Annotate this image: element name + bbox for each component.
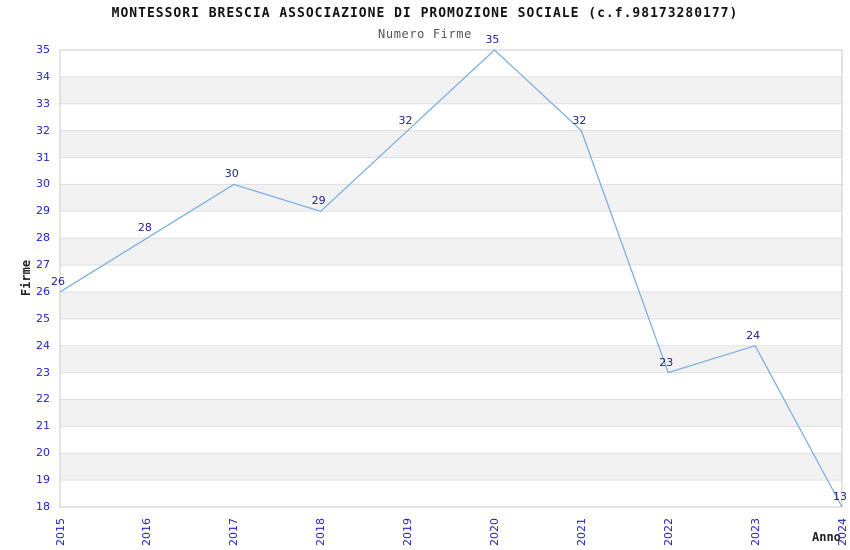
band-row bbox=[60, 318, 842, 346]
y-tick-label: 19 bbox=[36, 473, 50, 487]
y-tick-label: 30 bbox=[36, 177, 50, 191]
x-tick-label: 2024 bbox=[835, 518, 849, 546]
x-tick-label: 2021 bbox=[574, 518, 588, 546]
band-row bbox=[60, 265, 842, 292]
y-tick-label: 26 bbox=[36, 284, 50, 298]
band-row bbox=[60, 453, 842, 481]
y-tick-label: 21 bbox=[36, 419, 50, 433]
y-tick-label: 33 bbox=[36, 96, 50, 110]
y-tick-label: 20 bbox=[36, 446, 50, 460]
x-tick-label: 2019 bbox=[401, 518, 415, 546]
y-tick-label: 23 bbox=[36, 365, 50, 379]
data-point-label: 32 bbox=[398, 113, 413, 127]
plot-border bbox=[59, 49, 843, 508]
data-point-label: 30 bbox=[224, 167, 239, 181]
x-tick-label: 2020 bbox=[487, 518, 501, 546]
chart-subtitle: Numero Firme bbox=[378, 27, 472, 41]
band-row bbox=[60, 480, 842, 507]
y-tick-label: 29 bbox=[36, 204, 50, 218]
x-axis-title: Anno bbox=[812, 530, 841, 544]
y-tick-label: 22 bbox=[36, 392, 50, 406]
band-row bbox=[60, 50, 842, 77]
y-tick-label: 31 bbox=[36, 150, 50, 164]
y-tick-label: 28 bbox=[36, 231, 50, 245]
x-tick-label: 2016 bbox=[140, 518, 154, 546]
x-tick-label: 2017 bbox=[227, 518, 241, 546]
data-point-label: 24 bbox=[746, 328, 761, 342]
x-tick-label: 2018 bbox=[314, 518, 328, 546]
data-point-label: 28 bbox=[137, 221, 152, 235]
data-point-label: 23 bbox=[659, 355, 674, 369]
y-tick-label: 24 bbox=[36, 338, 50, 352]
band-row bbox=[60, 345, 842, 373]
band-row bbox=[60, 426, 842, 454]
band-row bbox=[60, 211, 842, 239]
x-tick-label: 2015 bbox=[53, 518, 67, 546]
band-row bbox=[60, 291, 842, 319]
band-row bbox=[60, 399, 842, 427]
data-point-label: 32 bbox=[572, 113, 587, 127]
band-row bbox=[60, 157, 842, 185]
y-tick-label: 34 bbox=[36, 69, 50, 83]
chart-title: MONTESSORI BRESCIA ASSOCIAZIONE DI PROMO… bbox=[111, 6, 739, 21]
y-tick-label: 27 bbox=[36, 258, 50, 272]
band-row bbox=[60, 238, 842, 266]
band-row bbox=[60, 184, 842, 212]
x-tick-label: 2022 bbox=[661, 518, 675, 546]
y-tick-label: 18 bbox=[36, 500, 50, 513]
y-tick-label: 35 bbox=[36, 43, 50, 56]
y-tick-label: 32 bbox=[36, 123, 50, 137]
band-row bbox=[60, 103, 842, 131]
band-row bbox=[60, 130, 842, 158]
band-row bbox=[60, 372, 842, 400]
data-point-label: 13 bbox=[833, 490, 847, 503]
data-point-label: 26 bbox=[51, 274, 65, 288]
x-tick-label: 2023 bbox=[748, 518, 762, 546]
data-point-label: 35 bbox=[485, 33, 500, 46]
y-tick-label: 25 bbox=[36, 311, 50, 325]
data-line bbox=[59, 49, 843, 508]
data-point-label: 29 bbox=[311, 194, 326, 208]
